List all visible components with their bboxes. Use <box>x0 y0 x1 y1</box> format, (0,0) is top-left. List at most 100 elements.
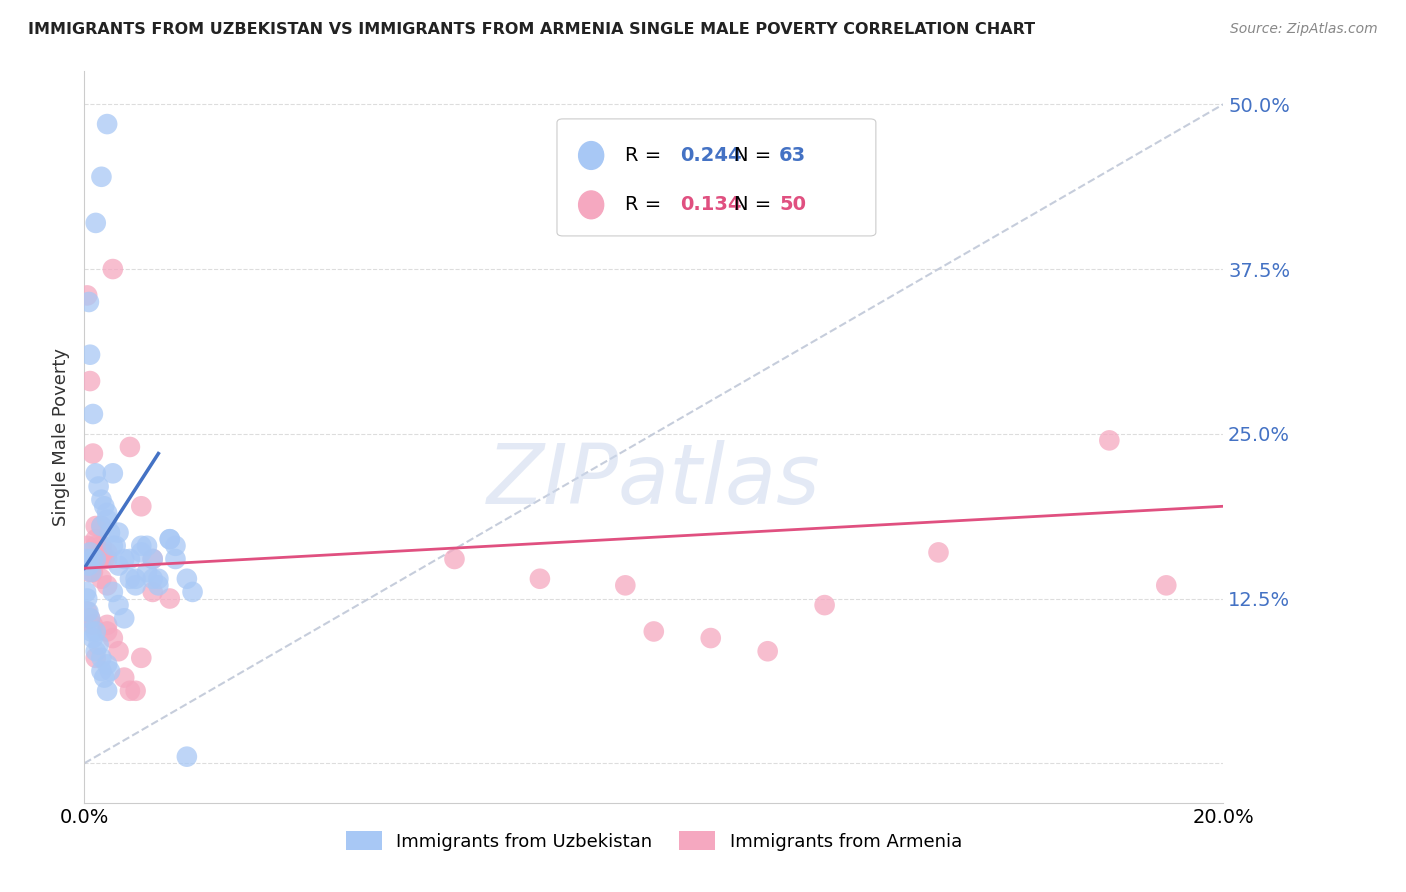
Point <box>165 552 187 566</box>
Point <box>84 650 107 665</box>
Point <box>84 624 107 639</box>
Point <box>96 552 118 566</box>
Point <box>101 262 124 277</box>
Point <box>98 664 121 678</box>
Point <box>148 578 170 592</box>
Point <box>79 348 101 362</box>
Point <box>82 618 104 632</box>
Point <box>76 552 98 566</box>
Point <box>131 539 153 553</box>
Point <box>98 525 121 540</box>
Point <box>77 605 100 619</box>
Point <box>136 565 159 579</box>
Point <box>124 578 146 592</box>
Text: 63: 63 <box>779 146 806 165</box>
Point <box>90 650 112 665</box>
Point <box>142 552 165 566</box>
Point <box>90 545 112 559</box>
Point <box>77 558 100 573</box>
Point <box>118 440 141 454</box>
Point <box>643 624 665 639</box>
Point <box>176 749 198 764</box>
Point <box>928 545 950 559</box>
Point <box>80 624 103 639</box>
Point <box>90 519 112 533</box>
Ellipse shape <box>579 142 603 169</box>
Text: IMMIGRANTS FROM UZBEKISTAN VS IMMIGRANTS FROM ARMENIA SINGLE MALE POVERTY CORREL: IMMIGRANTS FROM UZBEKISTAN VS IMMIGRANTS… <box>28 22 1035 37</box>
Point <box>76 591 98 606</box>
Point <box>101 631 124 645</box>
Point <box>107 598 129 612</box>
Point <box>142 585 165 599</box>
Point <box>84 644 107 658</box>
Point <box>84 533 107 547</box>
Point <box>90 539 112 553</box>
Point <box>76 288 98 302</box>
Point <box>79 545 101 559</box>
Point <box>84 552 107 566</box>
Point <box>148 572 170 586</box>
Point <box>79 374 101 388</box>
Point <box>136 539 159 553</box>
Text: 0.244: 0.244 <box>681 146 741 165</box>
Point <box>700 631 723 645</box>
Point <box>84 519 107 533</box>
Point <box>96 618 118 632</box>
Point <box>443 552 465 566</box>
Point <box>79 611 101 625</box>
Point <box>84 552 107 566</box>
Point <box>82 552 104 566</box>
Point <box>90 492 112 507</box>
Point <box>87 552 110 566</box>
Point <box>112 611 135 625</box>
Point <box>1098 434 1121 448</box>
Point <box>96 117 118 131</box>
Point <box>82 565 104 579</box>
Point <box>529 572 551 586</box>
Legend: Immigrants from Uzbekistan, Immigrants from Armenia: Immigrants from Uzbekistan, Immigrants f… <box>336 822 972 860</box>
Point <box>84 467 107 481</box>
Text: 50: 50 <box>779 195 806 214</box>
Point <box>756 644 779 658</box>
Point <box>87 479 110 493</box>
Point <box>96 545 118 559</box>
Point <box>96 512 118 526</box>
Point <box>107 644 129 658</box>
Text: 0.134: 0.134 <box>681 195 741 214</box>
Point <box>90 519 112 533</box>
Text: ZIPatlas: ZIPatlas <box>486 441 821 522</box>
Point <box>80 552 103 566</box>
Point <box>76 605 98 619</box>
Point <box>90 664 112 678</box>
Point <box>96 506 118 520</box>
Point <box>124 683 146 698</box>
Point <box>107 525 129 540</box>
Point <box>96 657 118 672</box>
Point <box>165 539 187 553</box>
Point <box>96 683 118 698</box>
Point <box>814 598 837 612</box>
Point <box>131 500 153 514</box>
Point <box>82 631 104 645</box>
Point <box>104 539 127 553</box>
Point <box>176 572 198 586</box>
Point <box>79 611 101 625</box>
Point <box>131 650 153 665</box>
Point <box>101 585 124 599</box>
Point <box>614 578 637 592</box>
Point <box>79 565 101 579</box>
Point <box>124 572 146 586</box>
Point <box>159 533 181 547</box>
Point <box>93 671 115 685</box>
Text: N =: N = <box>734 146 778 165</box>
Point <box>112 671 135 685</box>
Point <box>80 565 103 579</box>
Point <box>76 539 98 553</box>
Point <box>142 572 165 586</box>
Point <box>84 539 107 553</box>
Point <box>118 572 141 586</box>
Ellipse shape <box>579 191 603 219</box>
FancyBboxPatch shape <box>557 119 876 235</box>
Point <box>101 467 124 481</box>
Point <box>101 539 124 553</box>
